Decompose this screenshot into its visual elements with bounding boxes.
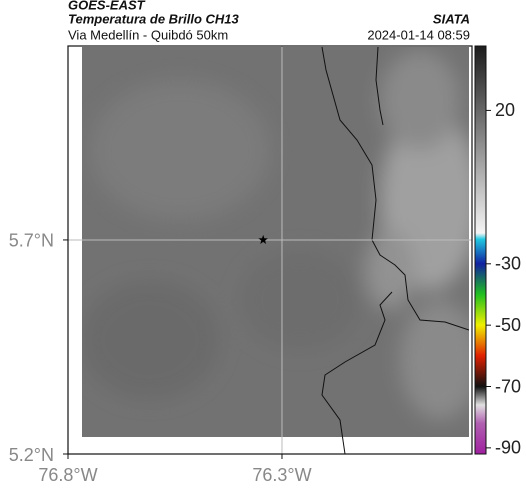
datetime: 2024-01-14 08:59 bbox=[367, 27, 470, 42]
colorbar-tick-label: -30 bbox=[495, 254, 521, 274]
colorbar-tick-label: -50 bbox=[495, 315, 521, 335]
route: Via Medellín - Quibdó 50km bbox=[68, 27, 228, 42]
y-tick-label: 5.2°N bbox=[9, 445, 54, 465]
title: GOES-EAST bbox=[68, 0, 146, 12]
satellite-image bbox=[82, 47, 469, 437]
y-tick-label: 5.7°N bbox=[9, 231, 54, 251]
location-marker bbox=[258, 234, 268, 244]
colorbar bbox=[474, 45, 487, 455]
x-tick-label: 76.3°W bbox=[252, 465, 311, 485]
colorbar-tick-label: 20 bbox=[495, 100, 515, 120]
source: SIATA bbox=[433, 11, 470, 26]
subtitle: Temperatura de Brillo CH13 bbox=[68, 11, 240, 26]
map-frame bbox=[67, 45, 473, 455]
colorbar-tick-label: -90 bbox=[495, 438, 521, 458]
colorbar-tick-label: -70 bbox=[495, 376, 521, 396]
x-tick-label: 76.8°W bbox=[38, 465, 97, 485]
